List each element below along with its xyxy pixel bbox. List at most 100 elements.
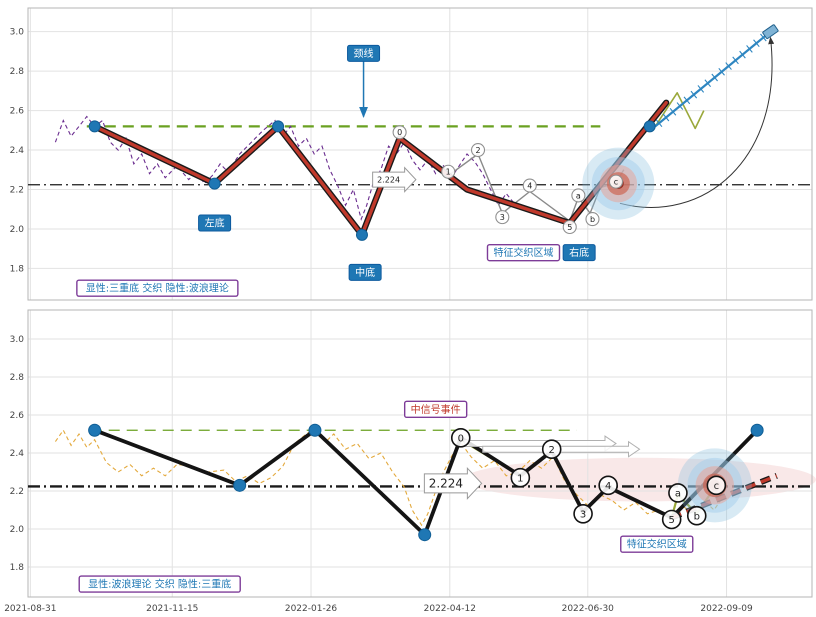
wave-label-text: a: [675, 489, 681, 500]
y-tick-label: 1.8: [10, 563, 25, 573]
wave-label-circle: [470, 143, 486, 158]
wave-label-text: 2: [549, 445, 555, 456]
pivot-dot: [750, 423, 764, 437]
wave-label-circle: [571, 188, 586, 203]
y-tick-label: 2.6: [10, 411, 25, 421]
y-tick-label: 2.0: [10, 225, 25, 235]
y-tick-label: 2.4: [10, 146, 25, 156]
wave-label-circle: [441, 164, 456, 179]
rally-hatch-tick: [739, 50, 746, 59]
wave-label-circle: [562, 219, 577, 235]
wave-label-text: c: [714, 481, 720, 492]
label-box-text: 显性:波浪理论 交织 隐性:三重底: [88, 578, 231, 591]
wave-label-circle: [510, 467, 531, 488]
wave-label-text: 0: [458, 433, 464, 444]
x-tick-label: 2022-04-12: [424, 604, 476, 614]
pivot-dot: [643, 120, 656, 133]
rally-hatch-tick: [676, 102, 684, 110]
wave-label-text: 5: [668, 515, 674, 526]
wave-label-circle: [686, 505, 707, 526]
wave-label-circle: [706, 475, 727, 496]
value-flag-text: 2.224: [377, 176, 400, 185]
label-box-text: 显性:三重底 交织 隐性:波浪理论: [86, 282, 229, 295]
rally-hatch-tick: [690, 90, 698, 99]
plot-border: [27, 7, 813, 301]
rally-hatch-tick: [704, 79, 712, 88]
outline-label-box: [76, 279, 239, 297]
wave-label-text: a: [576, 191, 581, 200]
wave-label-circle: [495, 210, 510, 225]
y-tick-label: 2.0: [10, 525, 25, 535]
wave-label-text: 2: [475, 146, 480, 155]
rally-hatch-tick: [711, 73, 718, 82]
wave-label-text: 3: [500, 213, 505, 222]
wave-label-text: c: [614, 178, 618, 187]
wave-label-circle: [661, 509, 682, 530]
pattern-series: [92, 101, 668, 237]
wave-label-circle: [522, 178, 537, 193]
pivot-dot: [88, 120, 101, 133]
y-tick-label: 2.2: [10, 186, 24, 196]
wave-label-circle: [598, 475, 618, 496]
wave-label-text: 3: [580, 509, 586, 520]
pivot-dot: [355, 228, 368, 241]
label-box: [198, 214, 232, 232]
x-tick-label: 2022-09-09: [700, 604, 753, 614]
value-flag: [372, 166, 417, 193]
rally-hatch-tick: [746, 45, 753, 53]
pivot-dot: [272, 120, 285, 133]
wave-label-circle: [585, 212, 600, 227]
y-tick-label: 1.8: [10, 264, 25, 274]
label-box-text: 中信号事件: [411, 403, 461, 416]
pivot-dot: [418, 528, 432, 542]
label-box: [347, 44, 381, 62]
y-tick-label: 3.0: [10, 335, 25, 345]
pivot-dot: [308, 423, 322, 437]
wave-label-circle: [392, 125, 407, 140]
wave-label-text: 4: [527, 181, 532, 190]
rally-hatch-tick: [683, 96, 691, 105]
x-tick-label: 2021-08-31: [4, 604, 56, 614]
rally-hatch-tick: [655, 119, 663, 128]
wave-label-text: 4: [605, 481, 611, 492]
plot-border: [27, 309, 813, 598]
impulse-preview-series: [654, 92, 705, 130]
wave-label-circle: [668, 483, 688, 503]
wave-label-text: 1: [517, 473, 523, 484]
price-series: [54, 115, 515, 221]
wave-label-circle: [608, 174, 624, 189]
x-tick-label: 2021-11-15: [146, 604, 198, 614]
target-end-marker: [762, 24, 779, 40]
curved-projection-arrow: [619, 36, 775, 208]
label-box-text: 中底: [355, 266, 375, 279]
rally-hatch-tick: [697, 85, 705, 93]
value-flag: [423, 466, 483, 500]
outline-label-box: [403, 400, 468, 419]
label-box-text: 特征交织区域: [627, 538, 687, 551]
rally-hatch-tick: [760, 33, 767, 42]
rally-hatch-tick: [669, 107, 677, 116]
outline-label-box: [486, 243, 561, 262]
rally-hatch-tick: [718, 67, 725, 76]
value-flag-text: 2.224: [429, 477, 463, 491]
x-tick-label: 2022-06-30: [562, 604, 615, 614]
outline-label-box: [620, 535, 694, 553]
rally-hatch-tick: [753, 39, 760, 48]
wave-label-circle: [450, 428, 471, 448]
price-series: [54, 427, 723, 527]
wave-label-text: 1: [446, 168, 451, 177]
y-tick-label: 2.2: [10, 487, 24, 497]
pivot-dot: [208, 177, 221, 190]
y-tick-label: 3.0: [10, 28, 25, 38]
y-tick-label: 2.6: [10, 107, 25, 117]
wave-label-text: 0: [397, 128, 402, 137]
wave-label-circle: [573, 504, 593, 524]
rally-hatch-tick: [662, 113, 670, 122]
wave-label-circle: [541, 439, 562, 460]
rally-hatch-tick: [725, 62, 732, 70]
label-box-text: 左底: [205, 217, 225, 230]
label-box: [348, 263, 382, 281]
wave-label-text: b: [590, 215, 595, 224]
